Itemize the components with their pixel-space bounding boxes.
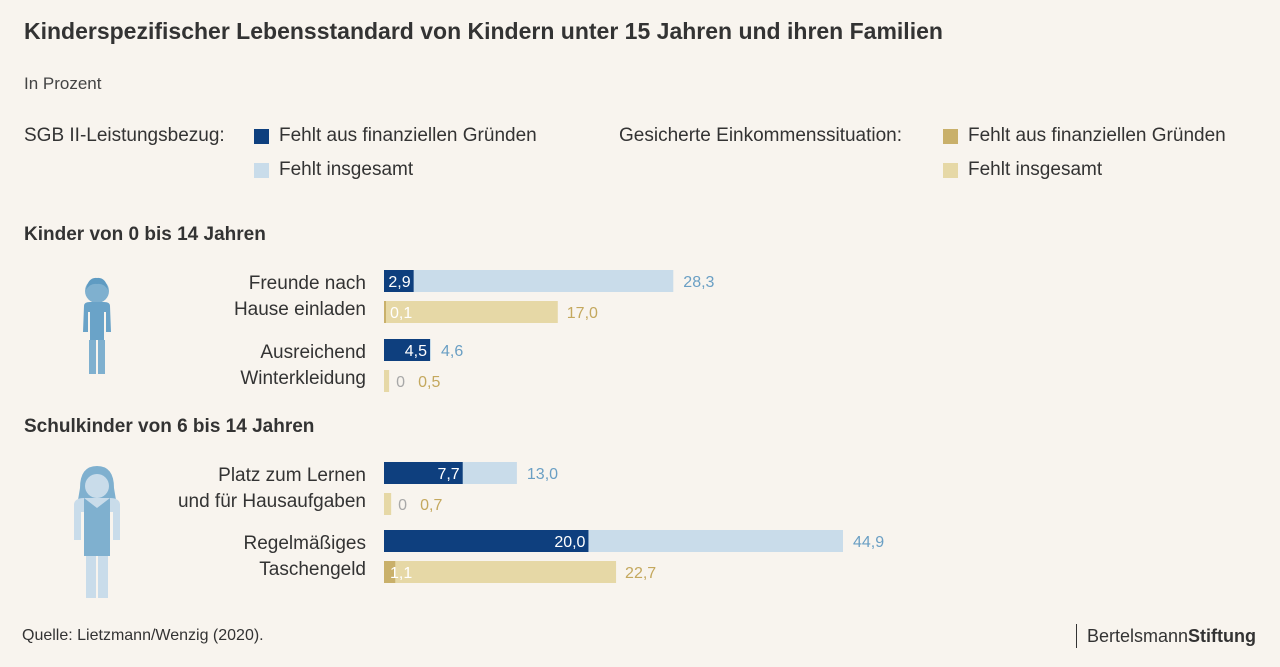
bar-gesichert-insgesamt <box>384 561 617 583</box>
bar-gesichert-insgesamt <box>384 370 390 392</box>
legend-swatch-icon <box>943 128 958 144</box>
schoolchild-figure-icon <box>74 466 120 598</box>
section-title-kinder: Kinder von 0 bis 14 Jahren <box>24 224 266 245</box>
value-label-gesichert-finanziell: 1,1 <box>390 565 412 582</box>
legend-swatch-icon <box>254 128 269 144</box>
bar-sgb-finanziell <box>384 530 589 552</box>
section-title-schulkinder: Schulkinder von 6 bis 14 Jahren <box>24 416 315 437</box>
category-label: und für Hausaufgaben <box>178 491 366 512</box>
legend-group-gesichert-label: Gesicherte Einkommenssituation: <box>619 125 903 146</box>
value-label-gesichert-insgesamt: 0,7 <box>420 497 442 514</box>
category-label: Taschengeld <box>259 559 366 580</box>
bar-gesichert-finanziell <box>384 561 396 583</box>
bar-sgb-finanziell <box>384 339 431 361</box>
value-label-sgb-finanziell: 4,5 <box>405 343 427 360</box>
bar-gesichert-finanziell <box>384 301 386 323</box>
category-label: Hause einladen <box>234 299 366 320</box>
bar-sgb-finanziell <box>384 462 463 484</box>
value-label-sgb-insgesamt: 28,3 <box>683 274 714 291</box>
value-label-gesichert-insgesamt: 0,5 <box>418 374 440 391</box>
legend-item-label: Fehlt insgesamt <box>279 159 414 180</box>
legend-item-sgb-insgesamt: Fehlt insgesamt <box>254 159 413 181</box>
value-label-gesichert-insgesamt: 17,0 <box>567 305 598 322</box>
brand-regular: Bertelsmann <box>1086 626 1189 646</box>
brand-bold: Stiftung <box>1188 626 1256 646</box>
legend-item-gesichert-finanziell: Fehlt aus finanziellen Gründen <box>943 125 1226 147</box>
legend-swatch-icon <box>943 162 958 178</box>
category-label: Platz zum Lernen <box>218 465 366 486</box>
category-label: Winterkleidung <box>240 368 366 389</box>
bar-sgb-finanziell <box>384 270 414 292</box>
value-label-gesichert-insgesamt: 22,7 <box>625 565 656 582</box>
legend-item-gesichert-insgesamt: Fehlt insgesamt <box>943 159 1102 181</box>
value-label-sgb-insgesamt: 4,6 <box>441 343 463 360</box>
category-label: Regelmäßiges <box>244 533 367 554</box>
legend-swatch-icon <box>254 162 269 178</box>
legend-item-label: Fehlt insgesamt <box>968 159 1103 180</box>
value-label-gesichert-finanziell: 0 <box>398 497 407 514</box>
value-label-gesichert-finanziell: 0,1 <box>390 305 412 322</box>
value-label-sgb-finanziell: 7,7 <box>437 466 459 483</box>
legend-item-label: Fehlt aus finanziellen Gründen <box>279 125 537 146</box>
value-label-sgb-finanziell: 2,9 <box>388 274 410 291</box>
legend-group-sgb-label: SGB II-Leistungsbezug: <box>24 125 225 146</box>
chart-title: Kinderspezifischer Lebensstandard von Ki… <box>24 18 943 44</box>
category-label: Freunde nach <box>249 273 366 294</box>
bar-gesichert-insgesamt <box>384 301 558 323</box>
brand-logo: BertelsmannStiftung <box>1075 624 1256 648</box>
category-label: Ausreichend <box>260 342 366 363</box>
value-label-gesichert-finanziell: 0 <box>396 374 405 391</box>
value-label-sgb-insgesamt: 13,0 <box>527 466 558 483</box>
legend-item-label: Fehlt aus finanziellen Gründen <box>968 125 1226 146</box>
child-figure-icon <box>83 277 111 374</box>
value-label-sgb-insgesamt: 44,9 <box>853 534 884 551</box>
value-label-sgb-finanziell: 20,0 <box>554 534 585 551</box>
legend-item-sgb-finanziell: Fehlt aus finanziellen Gründen <box>254 125 537 147</box>
source-note: Quelle: Lietzmann/Wenzig (2020). <box>22 627 264 644</box>
bar-gesichert-insgesamt <box>384 493 392 515</box>
bar-sgb-insgesamt <box>384 270 674 292</box>
chart-subtitle: In Prozent <box>24 74 102 93</box>
